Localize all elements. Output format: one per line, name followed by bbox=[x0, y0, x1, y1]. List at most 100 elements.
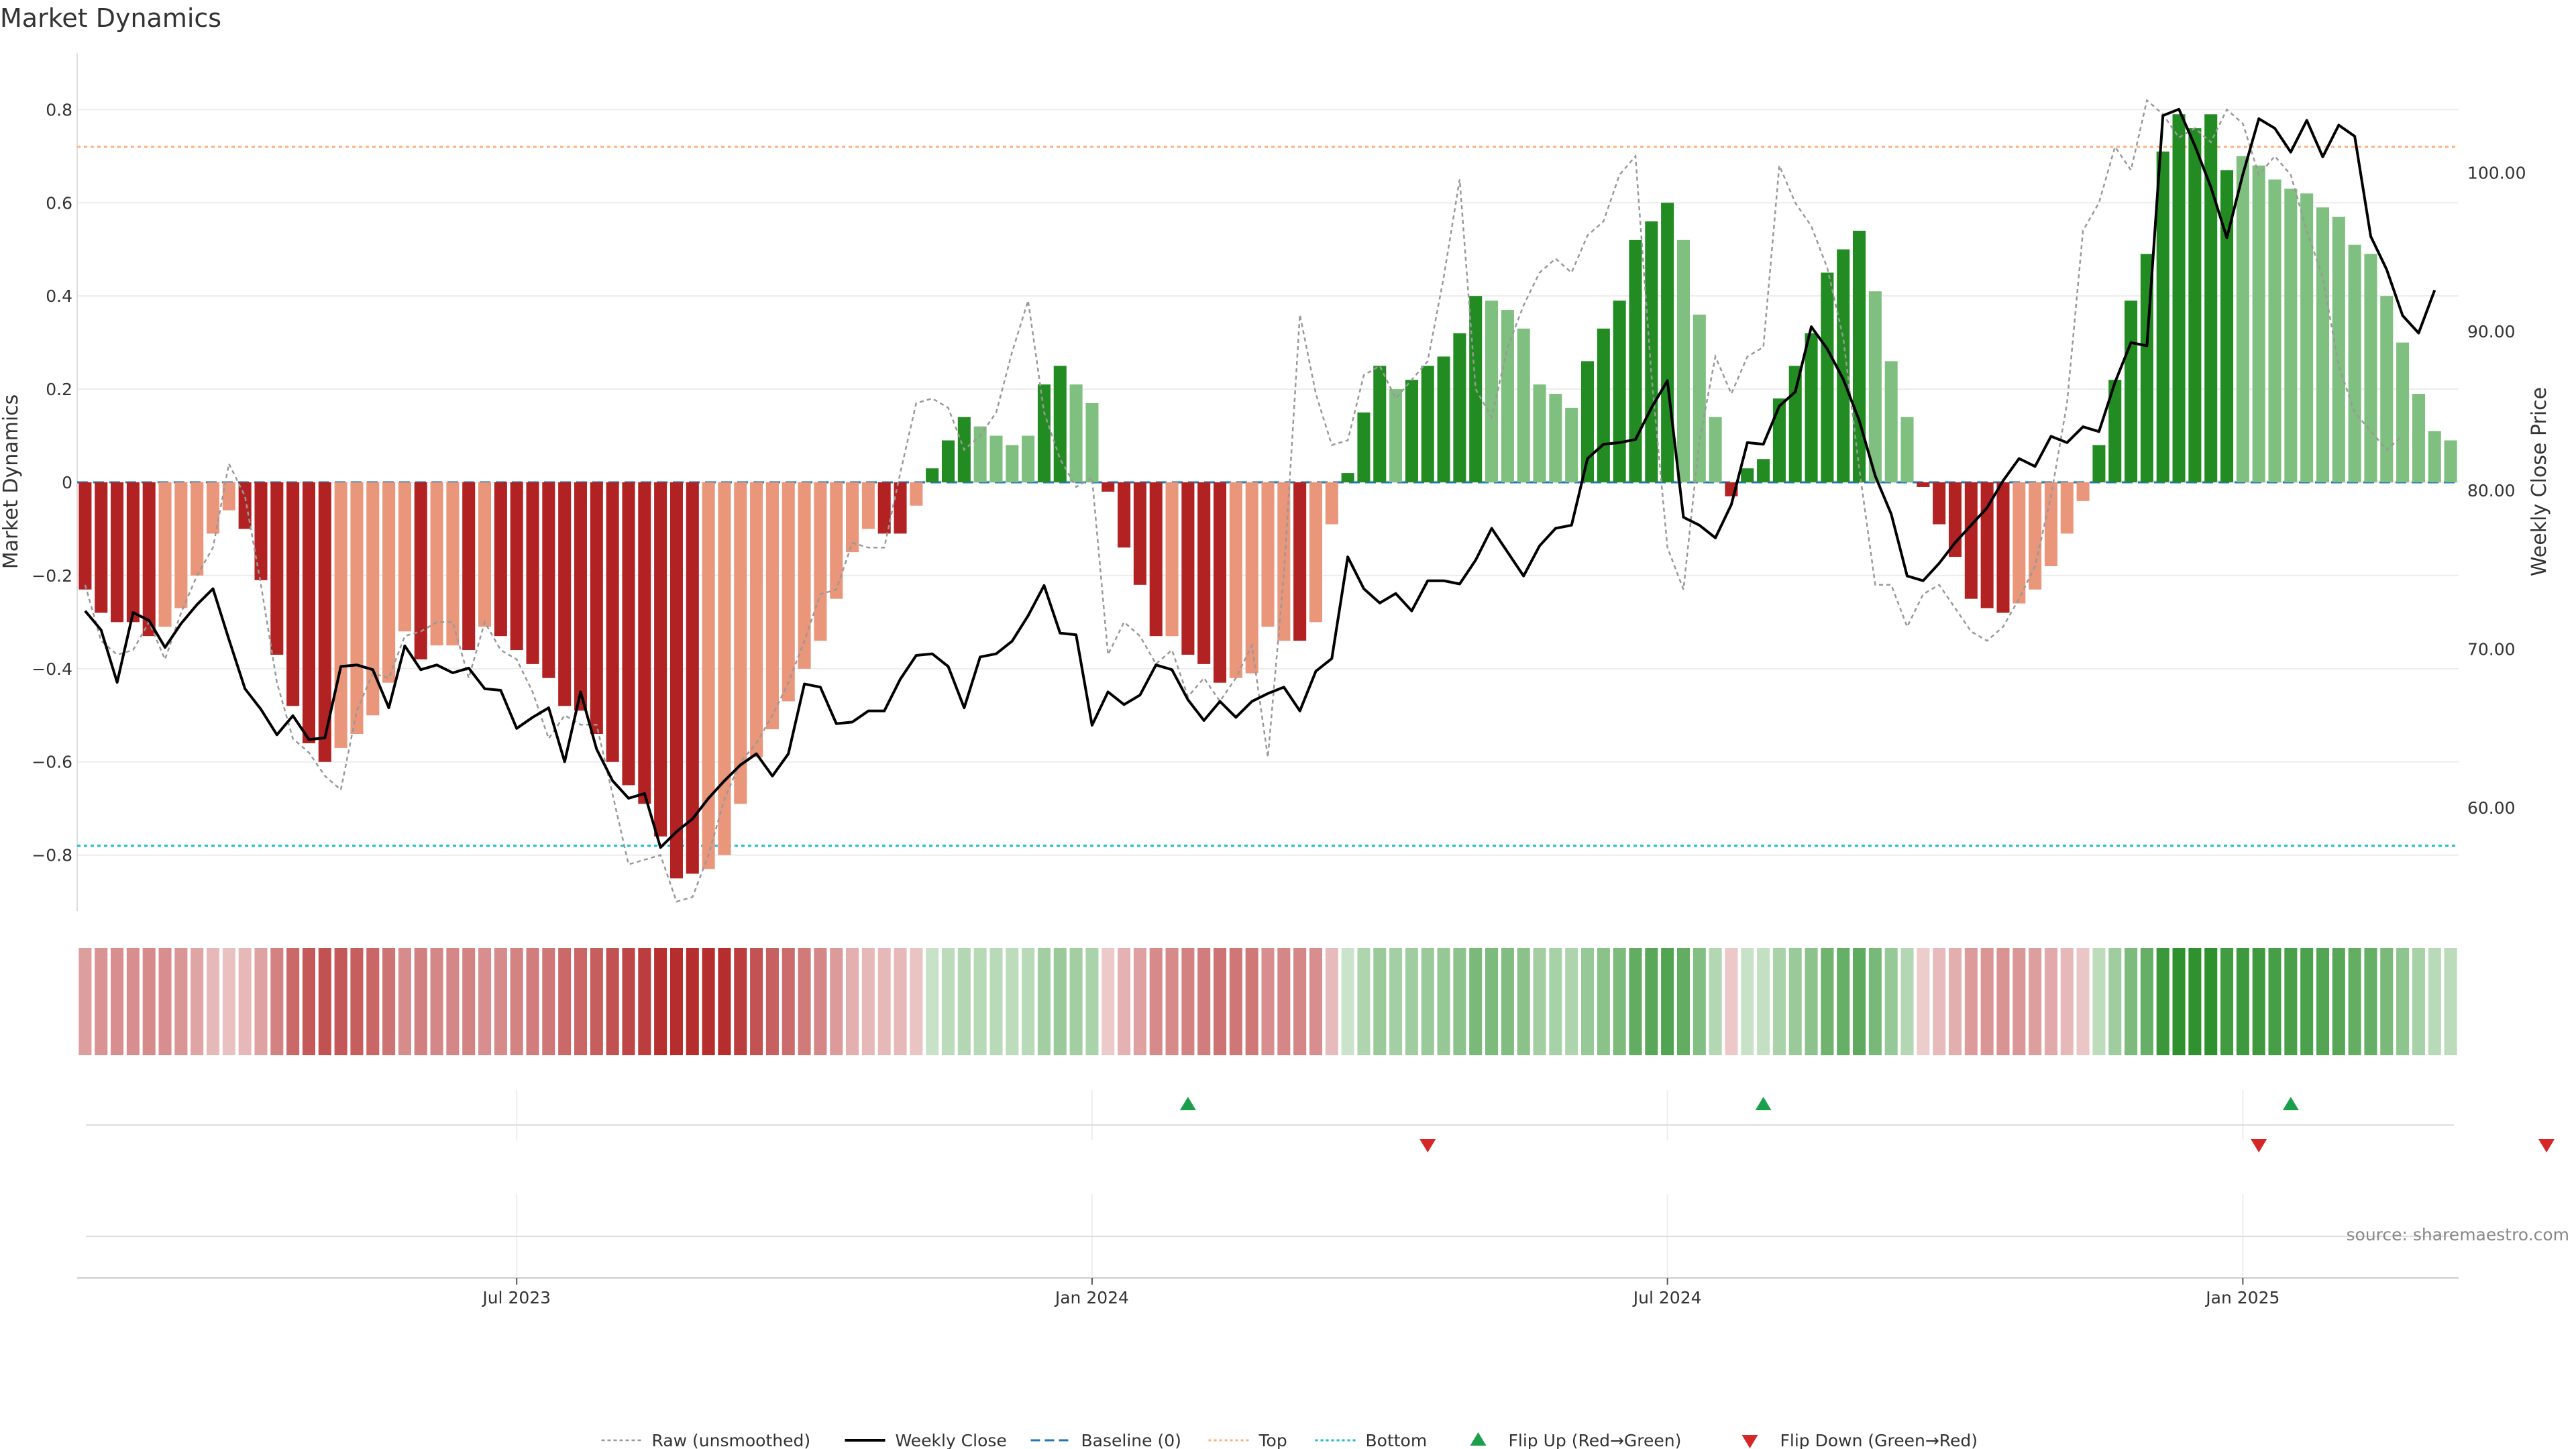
market-dynamics-bar bbox=[1980, 482, 1994, 608]
x-tick-label: Jan 2024 bbox=[1054, 1288, 1129, 1307]
regime-strip-cell bbox=[1517, 948, 1530, 1055]
market-dynamics-bar bbox=[814, 482, 827, 641]
market-dynamics-bar bbox=[2348, 244, 2361, 482]
market-dynamics-bar bbox=[2316, 207, 2330, 482]
market-dynamics-bar bbox=[718, 482, 731, 855]
chart-title: Market Dynamics bbox=[0, 3, 221, 33]
market-dynamics-bar bbox=[1533, 384, 1546, 482]
regime-strip-cell bbox=[1293, 948, 1307, 1055]
regime-strip-cell bbox=[1661, 948, 1674, 1055]
market-dynamics-bar bbox=[1996, 482, 2010, 613]
regime-strip-cell bbox=[174, 948, 188, 1055]
regime-strip-cell bbox=[2316, 948, 2330, 1055]
regime-strip-cell bbox=[270, 948, 284, 1055]
x-tick-label: Jul 2023 bbox=[481, 1288, 551, 1307]
right-tick-label: 80.00 bbox=[2467, 481, 2516, 500]
market-dynamics-bar bbox=[669, 482, 683, 879]
regime-strip-cell bbox=[1437, 948, 1450, 1055]
market-dynamics-bar bbox=[1485, 301, 1499, 482]
regime-strip-cell bbox=[1693, 948, 1706, 1055]
market-dynamics-bar bbox=[174, 482, 188, 608]
regime-strip-cell bbox=[1725, 948, 1738, 1055]
regime-strip-cell bbox=[2428, 948, 2441, 1055]
market-dynamics-bar bbox=[2268, 179, 2282, 482]
regime-strip-cell bbox=[1629, 948, 1642, 1055]
line-series bbox=[84, 99, 2436, 903]
market-dynamics-bar bbox=[2076, 482, 2090, 501]
left-tick-label: −0.6 bbox=[32, 753, 72, 772]
flip-up-marker bbox=[2282, 1097, 2299, 1110]
market-dynamics-bar bbox=[1118, 482, 1131, 548]
regime-strip-cell bbox=[669, 948, 683, 1055]
regime-strip-cell bbox=[382, 948, 396, 1055]
market-dynamics-bar bbox=[206, 482, 220, 534]
market-dynamics-bar bbox=[1884, 361, 1898, 482]
market-dynamics-bar bbox=[2012, 482, 2026, 604]
regime-strip-cell bbox=[430, 948, 443, 1055]
right-axis-ticks: 60.00 70.00 80.00 90.00 100.00 bbox=[2467, 164, 2526, 818]
regime-strip-cell bbox=[2444, 948, 2457, 1055]
market-dynamics-bar bbox=[1645, 221, 1658, 482]
market-dynamics-bar bbox=[238, 482, 252, 529]
regime-strip-cell bbox=[1741, 948, 1754, 1055]
regime-strip-cell bbox=[1821, 948, 1834, 1055]
regime-strip-cell bbox=[877, 948, 891, 1055]
regime-strip-cell bbox=[446, 948, 460, 1055]
flip-down-marker bbox=[2251, 1139, 2267, 1152]
regime-strip-cell bbox=[142, 948, 156, 1055]
regime-strip-cell bbox=[765, 948, 779, 1055]
market-dynamics-bar bbox=[606, 482, 619, 762]
regime-strip-cell bbox=[861, 948, 875, 1055]
regime-strip-cell bbox=[2284, 948, 2298, 1055]
market-dynamics-bar bbox=[2156, 151, 2169, 482]
market-dynamics-bar bbox=[95, 482, 108, 613]
regime-strip-cell bbox=[2076, 948, 2090, 1055]
regime-strip-cell bbox=[1357, 948, 1371, 1055]
regime-strip-cell bbox=[1277, 948, 1291, 1055]
flip-up-marker bbox=[1179, 1097, 1196, 1110]
regime-strip-cell bbox=[1213, 948, 1227, 1055]
legend-label: Flip Up (Red→Green) bbox=[1509, 1431, 1682, 1449]
regime-strip-cell bbox=[2140, 948, 2153, 1055]
regime-strip-cell bbox=[1102, 948, 1115, 1055]
market-dynamics-bar bbox=[398, 482, 411, 632]
market-dynamics-bar bbox=[1405, 380, 1418, 482]
market-dynamics-bar bbox=[1709, 417, 1722, 482]
legend-label: Raw (unsmoothed) bbox=[652, 1431, 811, 1449]
regime-strip-cell bbox=[478, 948, 492, 1055]
market-dynamics-bar bbox=[446, 482, 460, 646]
market-dynamics-bar bbox=[1357, 412, 1371, 482]
regime-strip-cell bbox=[2380, 948, 2394, 1055]
regime-strip-cell bbox=[2188, 948, 2202, 1055]
x-tick-label: Jan 2025 bbox=[2204, 1288, 2279, 1307]
regime-strip-cell bbox=[1900, 948, 1914, 1055]
regime-strip-cell bbox=[702, 948, 715, 1055]
regime-strip-cell bbox=[1597, 948, 1610, 1055]
market-dynamics-bar bbox=[1501, 310, 1514, 482]
market-dynamics-bar bbox=[926, 468, 939, 482]
regime-strip-cell bbox=[1884, 948, 1898, 1055]
regime-strip-cell bbox=[2156, 948, 2169, 1055]
market-dynamics-bar bbox=[462, 482, 476, 651]
market-dynamics-bar bbox=[1229, 482, 1242, 678]
regime-strip-cell bbox=[2204, 948, 2218, 1055]
market-dynamics-bar bbox=[526, 482, 539, 664]
regime-strip-cell bbox=[398, 948, 411, 1055]
market-dynamics-bar bbox=[302, 482, 315, 743]
regime-strip-cell bbox=[2125, 948, 2138, 1055]
market-dynamics-bar bbox=[78, 482, 92, 590]
regime-strip-cell bbox=[2172, 948, 2186, 1055]
market-dynamics-bar bbox=[1741, 468, 1754, 482]
weekly-close-line bbox=[84, 107, 2436, 849]
market-dynamics-bar bbox=[1517, 328, 1530, 482]
regime-strip-cell bbox=[1917, 948, 1930, 1055]
regime-strip-cell bbox=[1565, 948, 1578, 1055]
market-dynamics-bar bbox=[2108, 380, 2122, 482]
market-dynamics-bar bbox=[973, 426, 987, 482]
market-dynamics-bar bbox=[1469, 296, 1483, 482]
flip-down-marker bbox=[1419, 1139, 1436, 1152]
market-dynamics-bar bbox=[750, 482, 763, 757]
regime-strip-cell bbox=[989, 948, 1003, 1055]
market-dynamics-bar bbox=[1900, 417, 1914, 482]
